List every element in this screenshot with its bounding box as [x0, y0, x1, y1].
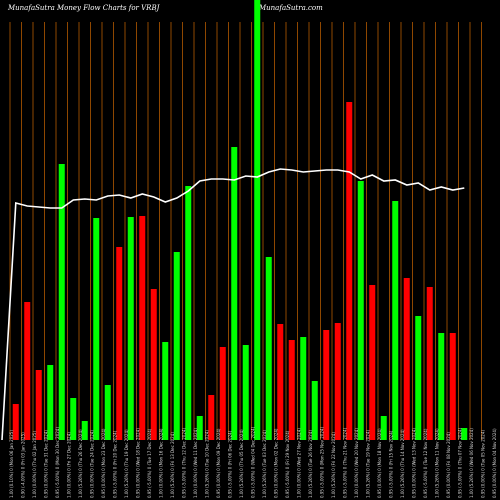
tick-label: 0.95 (0.00%) 0 (Tue 31 Dec 2024) — [44, 430, 49, 498]
bar — [300, 337, 307, 440]
bar — [219, 347, 226, 440]
chart-tick-labels: 1.00 (0.10%) 0 (Mon 06 Jan 2025) 0.90 (-4… — [9, 426, 497, 498]
bar — [47, 365, 54, 440]
bar — [426, 287, 433, 440]
bar — [139, 216, 146, 440]
tick-label: 0.95 (0.00%) 0 (Mon 02 Dec 2024) — [274, 428, 279, 498]
tick-label: 1.00 (5.26%) 0 (Thu 19 Dec 2024) — [124, 429, 129, 498]
bar — [357, 181, 364, 440]
bar — [93, 218, 100, 440]
tick-label: 1.00 (0.00%) 0 (Fri 27 Dec 2024) — [67, 432, 72, 498]
bar — [277, 324, 284, 440]
chart-bars — [12, 0, 468, 440]
tick-label: 1.00 (5.26%) 0 (Tue 03 Dec 2024) — [262, 430, 267, 498]
chart-line-layer — [1, 168, 465, 441]
bar — [311, 381, 318, 440]
tick-label: 1.00 (5.26%) 0 (Mon 11 Nov 2024) — [435, 428, 440, 498]
bar — [403, 278, 410, 440]
tick-label: 1.00 (5.26%) 0 (Tue 19 Nov 2024) — [366, 430, 371, 498]
tick-label: 0.95 (0.00%) 0 (Mon 04 Nov 2024) — [492, 428, 497, 498]
tick-label: 1.00 (5.26%) 0 (Fri 13 Dec 2024) — [170, 432, 175, 498]
bar — [392, 201, 399, 440]
bar — [449, 333, 456, 440]
tick-label: 0.95 (0.00%) 0 (Mon 23 Dec 2024) — [101, 428, 106, 498]
bar — [369, 285, 376, 440]
bar — [323, 330, 330, 440]
tick-label: 0.95 (-5.00%) 0 (Thu 07 Nov 2024) — [458, 427, 463, 498]
bar — [242, 345, 249, 440]
bar — [288, 340, 295, 440]
tick-label: 1.00 (0.00%) 0 (Thu 02 Jan 2025) — [32, 431, 37, 498]
bar — [162, 342, 169, 440]
tick-label: 1.00 (0.00%) 0 (Wed 20 Nov 2024) — [354, 428, 359, 498]
bar — [254, 0, 261, 440]
bar — [70, 398, 77, 440]
bar — [127, 217, 134, 440]
tick-label: 0.95 (0.00%) 0 (Tue 24 Dec 2024) — [90, 430, 95, 498]
tick-label: 0.95 (-5.00%) 0 (Fri 06 Dec 2024) — [228, 430, 233, 498]
tick-label: 0.95 (-5.00%) 0 (Mon 30 Dec 2024) — [55, 427, 60, 498]
tick-label: 1.00 (5.26%) 0 (Tue 26 Nov 2024) — [308, 430, 313, 498]
bar — [380, 416, 387, 440]
tick-label: 0.95 (-5.00%) 0 (Fri 20 Dec 2024) — [113, 430, 118, 498]
bar — [185, 186, 192, 440]
tick-label: 0.95 (-5.00%) 0 (Thu 21 Nov 2024) — [343, 427, 348, 498]
tick-label: 0.95 (0.00%) 0 (Tue 05 Nov 2024) — [481, 430, 486, 498]
chart-grid — [9, 22, 482, 440]
tick-label: 1.00 (5.26%) 0 (Thu 05 Dec 2024) — [239, 429, 244, 498]
tick-label: 1.00 (5.26%) 0 (Tue 10 Dec 2024) — [205, 430, 210, 498]
tick-label: 0.95 (-5.00%) 0 (Tue 17 Dec 2024) — [147, 428, 152, 498]
tick-label: 1.00 (0.00%) 0 (Wed 11 Dec 2024) — [193, 428, 198, 498]
tick-label: 1.00 (5.26%) 0 (Fri 22 Nov 2024) — [331, 432, 336, 498]
tick-label: 0.95 (-5.00%) 0 (Fri 15 Nov 2024) — [389, 430, 394, 498]
tick-label: 0.95 (-5.00%) 0 (Fri 29 Nov 2024) — [285, 430, 290, 498]
bar — [438, 333, 445, 440]
tick-label: 0.95 (-5.00%) 0 (Wed 04 Dec 2024) — [251, 426, 256, 498]
bar — [415, 316, 422, 440]
tick-label: 0.95 (0.00%) 0 (Fri 08 Nov 2024) — [446, 432, 451, 498]
bar — [265, 257, 272, 440]
bar — [196, 416, 203, 440]
tick-label: 1.00 (0.10%) 0 (Mon 06 Jan 2025) — [9, 430, 14, 498]
tick-label: 0.90 (-4.00%) 0 (Fri 03 Jan 2025) — [21, 432, 26, 498]
bar — [58, 164, 65, 440]
bar — [346, 102, 353, 440]
bar — [24, 302, 31, 440]
bar — [208, 395, 215, 440]
tick-label: 0.95 (-5.00%) 0 (Tue 12 Nov 2024) — [423, 428, 428, 498]
tick-label: 0.95 (-5.00%) 0 (Mon 25 Nov 2024) — [320, 427, 325, 498]
bar — [35, 370, 42, 440]
tick-label: 1.00 (0.00%) 0 (Wed 27 Nov 2024) — [297, 428, 302, 498]
tick-label: 1.00 (5.26%) 0 (Thu 26 Dec 2024) — [78, 429, 83, 498]
bar — [334, 323, 341, 440]
tick-label: 0.95 (0.00%) 0 (Wed 18 Dec 2024) — [136, 428, 141, 498]
tick-label: 0.95 (0.00%) 0 (Mon 09 Dec 2024) — [216, 428, 221, 498]
series-line — [1, 168, 465, 441]
bar — [231, 147, 238, 440]
tick-label: 0.95 (0.00%) 0 (Wed 13 Nov 2024) — [412, 428, 417, 498]
tick-label: 0.95 (0.00%) 0 (Mon 18 Nov 2024) — [377, 428, 382, 498]
bar — [150, 289, 157, 440]
bar — [12, 404, 19, 440]
tick-label: 1.00 (0.00%) 0 (Mon 16 Dec 2024) — [159, 428, 164, 498]
chart-title: MunafaSutra Money Flow Charts for VRBJ — [8, 4, 160, 12]
bar — [81, 421, 88, 440]
bar — [461, 428, 468, 440]
tick-label: 0.95 (-5.00%) 0 (Thu 12 Dec 2024) — [182, 428, 187, 498]
bar — [116, 247, 123, 440]
tick-label: 1.00 (5.26%) 0 (Thu 14 Nov 2024) — [400, 429, 405, 498]
site-name: MunafaSutra.com — [259, 4, 323, 12]
bar — [173, 252, 180, 440]
bar — [104, 385, 111, 440]
tick-label: 1.00 (5.26%) 0 (Wed 06 Nov 2024) — [469, 428, 474, 498]
